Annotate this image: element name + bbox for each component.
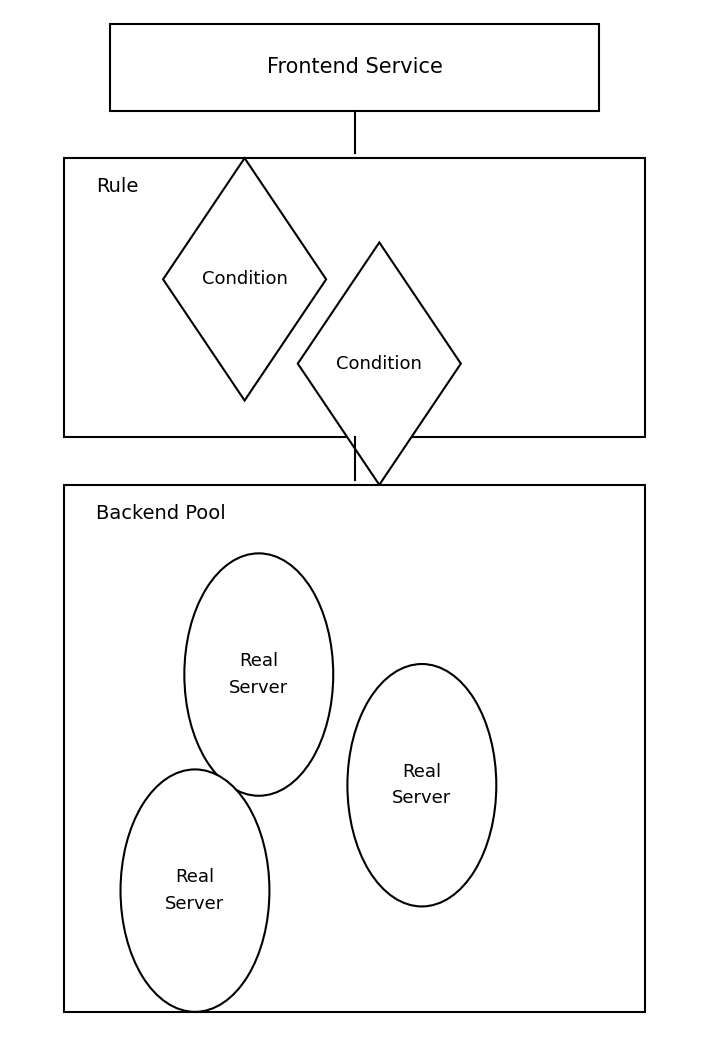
Text: Frontend Service: Frontend Service — [267, 58, 442, 77]
Bar — [110, 24, 599, 111]
Text: Real
Server: Real Server — [165, 868, 225, 913]
Polygon shape — [163, 158, 326, 401]
Ellipse shape — [121, 769, 269, 1012]
Ellipse shape — [347, 664, 496, 906]
Text: Condition: Condition — [336, 354, 423, 373]
Text: Backend Pool: Backend Pool — [96, 504, 225, 523]
Ellipse shape — [184, 553, 333, 796]
Polygon shape — [298, 242, 461, 485]
Bar — [64, 158, 645, 437]
Text: Real
Server: Real Server — [392, 763, 452, 807]
Bar — [64, 485, 645, 1012]
Text: Real
Server: Real Server — [229, 652, 289, 697]
Text: Condition: Condition — [201, 270, 288, 289]
Text: Rule: Rule — [96, 177, 138, 196]
